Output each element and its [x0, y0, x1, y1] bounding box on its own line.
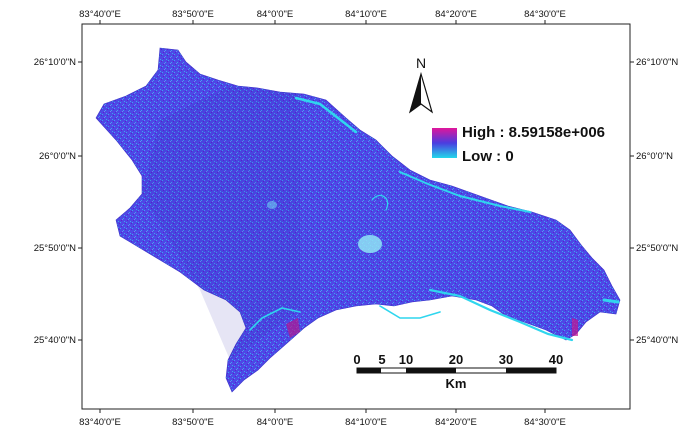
scale-tick-label: 40	[549, 352, 563, 367]
high-value-patch	[286, 318, 300, 338]
map-frame	[81, 23, 631, 410]
bottom-label: 84°0'0"E	[257, 417, 293, 428]
top-label: 84°20'0"E	[435, 9, 477, 20]
scale-tick-label: 30	[499, 352, 513, 367]
right-label: 26°0'0"N	[636, 151, 673, 162]
frame-ticks	[78, 20, 634, 413]
scale-tick-label: 0	[353, 352, 360, 367]
top-label: 84°30'0"E	[524, 9, 566, 20]
legend-low-label: Low : 0	[462, 148, 514, 165]
north-label: N	[416, 55, 426, 71]
water-body	[358, 235, 382, 253]
right-label: 25°40'0"N	[636, 335, 678, 346]
legend-high-label: High : 8.59158e+006	[462, 124, 605, 141]
bottom-label: 84°30'0"E	[524, 417, 566, 428]
left-label: 26°10'0"N	[34, 57, 76, 68]
top-labels: 83°40'0"E 83°50'0"E 84°0'0"E 84°10'0"E 8…	[79, 9, 566, 20]
top-label: 83°50'0"E	[172, 9, 214, 20]
scale-bar: 0 5 10 20 30 40 Km	[353, 352, 563, 391]
bottom-label: 84°10'0"E	[345, 417, 387, 428]
top-label: 83°40'0"E	[79, 9, 121, 20]
right-label: 25°50'0"N	[636, 243, 678, 254]
water-body-small	[267, 201, 277, 209]
scale-tick-label: 10	[399, 352, 413, 367]
bottom-labels: 83°40'0"E 83°50'0"E 84°0'0"E 84°10'0"E 8…	[79, 417, 566, 428]
north-arrow: N	[408, 55, 434, 114]
legend-gradient	[432, 128, 457, 158]
left-label: 26°0'0"N	[39, 151, 76, 162]
top-label: 84°10'0"E	[345, 9, 387, 20]
top-label: 84°0'0"E	[257, 9, 293, 20]
right-label: 26°10'0"N	[636, 57, 678, 68]
scale-tick-label: 20	[449, 352, 463, 367]
left-label: 25°50'0"N	[34, 243, 76, 254]
bottom-label: 83°40'0"E	[79, 417, 121, 428]
left-label: 25°40'0"N	[34, 335, 76, 346]
high-value-patch-2	[572, 318, 578, 336]
right-labels: 26°10'0"N 26°0'0"N 25°50'0"N 25°40'0"N	[636, 57, 678, 346]
scale-unit-label: Km	[446, 376, 467, 391]
legend: High : 8.59158e+006 Low : 0	[432, 124, 605, 165]
left-labels: 26°10'0"N 26°0'0"N 25°50'0"N 25°40'0"N	[34, 57, 76, 346]
bottom-label: 83°50'0"E	[172, 417, 214, 428]
tile-shading	[142, 86, 300, 360]
rivers	[249, 96, 620, 342]
scale-tick-label: 5	[378, 352, 385, 367]
bottom-label: 84°20'0"E	[435, 417, 477, 428]
